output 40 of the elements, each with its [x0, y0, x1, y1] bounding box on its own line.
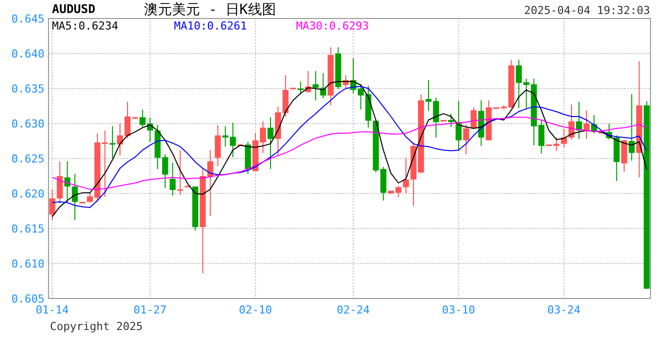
chart-title: 澳元美元 - 日K线图: [144, 2, 276, 18]
y-tick-label: 0.635: [11, 82, 44, 96]
x-tick-label: 03-10: [442, 304, 476, 316]
candlestick: [177, 150, 184, 196]
candlestick: [56, 160, 63, 204]
text: MA30:0.6293: [296, 20, 369, 32]
y-tick-label: 0.605: [11, 292, 44, 306]
x-tick-label: 01-14: [36, 304, 70, 316]
y-tick-label: 0.620: [11, 188, 44, 200]
candlestick: [109, 126, 116, 158]
text: Copyright 2025: [50, 320, 143, 333]
candlestick: [463, 124, 470, 155]
candlestick: [628, 94, 635, 162]
candlestick: [267, 116, 274, 170]
candlestick: [72, 173, 78, 221]
candlestick: [621, 139, 628, 172]
x-tick-label: 01-27: [134, 304, 167, 316]
candlestick: [49, 188, 56, 221]
candlestick: [456, 100, 462, 151]
candlestick: [560, 128, 567, 148]
chart-subtitle: AUDUSD: [52, 2, 96, 16]
text: MA5:0.6234: [52, 20, 119, 32]
x-tick-label: 02-10: [238, 304, 272, 316]
candlestick: [214, 124, 221, 167]
y-tick-label: 0.615: [11, 222, 44, 236]
candlestick: [402, 157, 409, 194]
y-tick-label: 0.645: [11, 12, 44, 26]
y-tick-label: 0.610: [11, 258, 44, 270]
text: 2025-04-04 19:32:03: [524, 4, 650, 17]
candlestick: [170, 162, 176, 196]
y-tick-label: 0.640: [11, 48, 44, 60]
x-tick-label: 02-24: [336, 304, 370, 316]
candlestick: [448, 113, 454, 128]
y-tick-label: 0.630: [11, 118, 44, 130]
candlestick: [584, 110, 590, 140]
text: MA10:0.6261: [174, 20, 247, 32]
y-tick-label: 0.625: [11, 152, 44, 166]
candlestick: [298, 81, 304, 94]
x-tick-label: 03-24: [547, 304, 581, 316]
candlestick: [312, 70, 319, 101]
